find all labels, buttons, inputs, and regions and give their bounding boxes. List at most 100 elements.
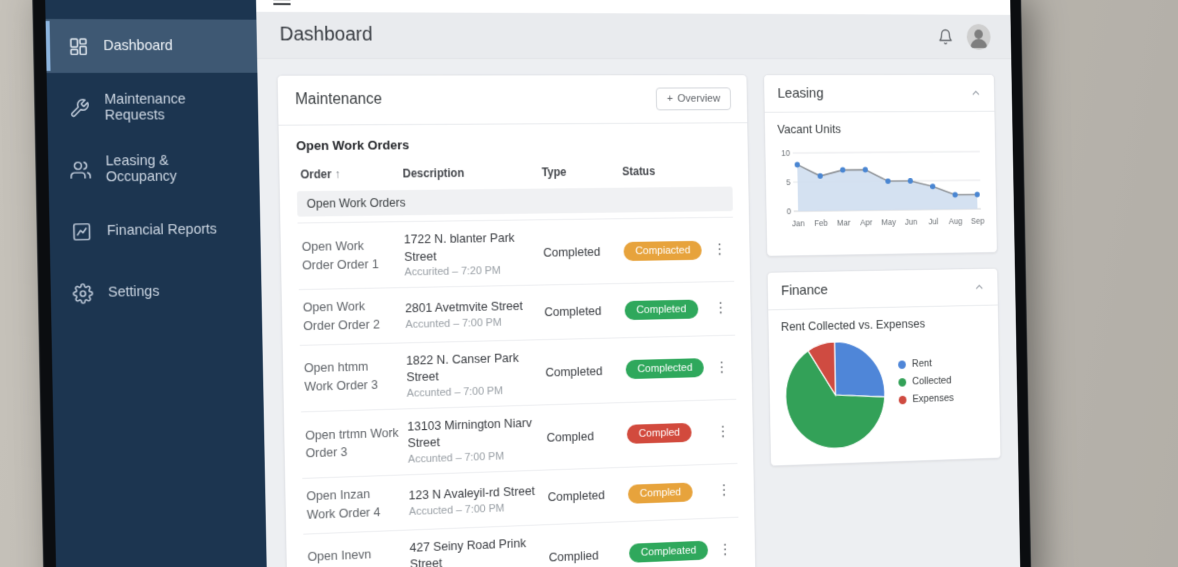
order-cell: Open Inevn Work Order 5 [303, 529, 407, 567]
sidebar-item-label: Settings [107, 283, 160, 301]
time-label: Accunted – 7:00 PM [406, 385, 503, 400]
dashboard-icon [70, 37, 88, 55]
work-orders-table: Order ↑ Description Type Status [296, 159, 740, 567]
status-badge: Complected [625, 358, 705, 380]
gear-icon [72, 283, 93, 304]
status-badge: Compled [627, 482, 693, 504]
svg-text:10: 10 [781, 148, 790, 157]
legend-item-collected: Collected [898, 375, 953, 388]
sidebar-item-leasing-occupancy[interactable]: Leasing & Occupancy [48, 142, 260, 197]
type-cell: Complied [544, 521, 627, 567]
sidebar-item-label: Financial Reports [106, 221, 218, 239]
row-menu-icon[interactable]: ⋮ [716, 423, 730, 440]
column-header-status[interactable]: Status [622, 164, 656, 179]
row-menu-icon[interactable]: ⋮ [718, 541, 733, 558]
description-cell: 1822 N. Canser Park Street [405, 350, 519, 385]
sidebar-item-label: Dashboard [103, 38, 173, 55]
order-cell: Open htmm Work Order 3 [299, 342, 404, 412]
rent-vs-expenses-label: Rent Collected vs. Expenses [780, 316, 926, 334]
order-cell: Open trtmn Work Order 3 [301, 408, 405, 479]
time-label: Accurited – 7:20 PM [404, 265, 501, 279]
pie-legend: Rent Collected Expenses [898, 335, 954, 412]
dashboard-content: Maintenance + Overview Open Work Orders [257, 59, 1020, 567]
order-cell: Open Work Order Order 2 [298, 287, 403, 346]
column-header-type[interactable]: Type [541, 165, 567, 179]
status-badge: Completed [624, 299, 699, 321]
table-row[interactable]: Open Work Order Order 1 1722 N. blanter … [297, 217, 735, 290]
table-group-label: Open Work Orders [296, 186, 733, 217]
maintenance-title: Maintenance [295, 91, 383, 108]
people-icon [70, 161, 92, 179]
svg-text:Jun: Jun [905, 217, 918, 226]
user-avatar[interactable] [966, 23, 991, 50]
sidebar-item-settings[interactable]: Settings [50, 263, 262, 320]
svg-text:May: May [881, 217, 896, 227]
time-label: Accunted – 7:00 PM [407, 450, 505, 466]
svg-text:Sep: Sep [971, 216, 985, 225]
row-menu-icon[interactable]: ⋮ [717, 482, 731, 499]
description-cell: 13103 Mirnington Niarv Street [407, 415, 532, 451]
open-work-orders-title: Open Work Orders [295, 137, 410, 154]
description-cell: 1722 N. blanter Park Street [403, 230, 515, 264]
finance-pie-chart [781, 337, 889, 454]
description-cell: 2801 Avetmvite Street [405, 298, 523, 316]
row-menu-icon[interactable]: ⋮ [714, 300, 728, 317]
description-cell: 123 N Avaleyil-rd Street [408, 483, 535, 503]
chart-icon [73, 223, 91, 241]
sidebar-item-dashboard[interactable]: Dashboard [45, 18, 258, 73]
type-cell: Completed [540, 283, 622, 340]
status-badge: Compiacted [623, 240, 703, 261]
main-area: Dashboard Maintenance + [255, 0, 1021, 567]
page-header: Dashboard [256, 11, 1012, 60]
app-window: Dashboard Maintenance Requests Leasing &… [44, 0, 1021, 567]
svg-text:0: 0 [787, 207, 792, 216]
sidebar-item-label: Leasing & Occupancy [105, 152, 177, 186]
row-menu-icon[interactable]: ⋮ [713, 241, 727, 258]
svg-text:Jul: Jul [928, 217, 938, 226]
svg-text:Apr: Apr [860, 218, 872, 228]
vacant-units-chart: 0 5 10 Jan Feb Mar Apr May Jun Jul Aug Sep [781, 148, 985, 229]
sidebar: Dashboard Maintenance Requests Leasing &… [44, 0, 268, 567]
leasing-card: Leasing Vacant Units 0 5 10 Jan Feb Mar Apr May… [763, 73, 998, 257]
wrench-icon [71, 98, 90, 117]
plus-icon: + [666, 93, 674, 105]
sort-ascending-icon: ↑ [334, 167, 341, 182]
legend-item-expenses: Expenses [898, 393, 954, 406]
description-cell: 427 Seiny Road Prink Street [409, 535, 527, 567]
overview-button[interactable]: + Overview [656, 87, 732, 111]
right-column: Leasing Vacant Units 0 5 10 Jan Feb Mar Apr May… [763, 73, 1002, 467]
finance-card: Finance Rent Collected vs. Expenses [766, 267, 1002, 467]
type-cell: Completed [541, 337, 623, 405]
status-badge: Compleated [628, 540, 709, 564]
type-cell: Completed [543, 467, 625, 525]
collapse-chevron-icon[interactable] [974, 281, 985, 293]
svg-text:Aug: Aug [949, 216, 963, 225]
notifications-bell-icon[interactable] [938, 28, 954, 45]
column-header-description[interactable]: Description [402, 166, 465, 181]
svg-text:Feb: Feb [814, 218, 828, 228]
sidebar-item-maintenance-requests[interactable]: Maintenance Requests [47, 81, 259, 135]
leasing-title: Leasing [777, 85, 824, 102]
svg-text:Jan: Jan [792, 219, 805, 229]
svg-text:5: 5 [786, 177, 791, 186]
sidebar-item-financial-reports[interactable]: Financial Reports [49, 202, 261, 258]
maintenance-card: Maintenance + Overview Open Work Orders [276, 74, 757, 567]
legend-item-rent: Rent [898, 357, 953, 370]
page-title: Dashboard [279, 23, 373, 46]
finance-title: Finance [780, 281, 828, 299]
status-badge: Compled [626, 423, 692, 445]
order-cell: Open Inzan Work Order 4 [302, 474, 406, 534]
monitor-bezel: Dashboard Maintenance Requests Leasing &… [31, 0, 1032, 567]
legend-dot-rent [898, 359, 906, 369]
row-menu-icon[interactable]: ⋮ [715, 359, 729, 376]
legend-dot-collected [898, 377, 907, 387]
type-cell: Compled [542, 402, 624, 471]
column-header-order[interactable]: Order ↑ [300, 167, 341, 182]
collapse-chevron-icon[interactable] [970, 87, 981, 99]
vacant-units-label: Vacant Units [777, 121, 842, 137]
menu-icon[interactable] [273, 0, 291, 8]
type-cell: Completed [538, 218, 621, 286]
order-cell: Open Work Order Order 1 [297, 221, 402, 290]
sidebar-item-label: Maintenance Requests [104, 91, 186, 124]
time-label: Accucted – 7:00 PM [408, 502, 505, 518]
